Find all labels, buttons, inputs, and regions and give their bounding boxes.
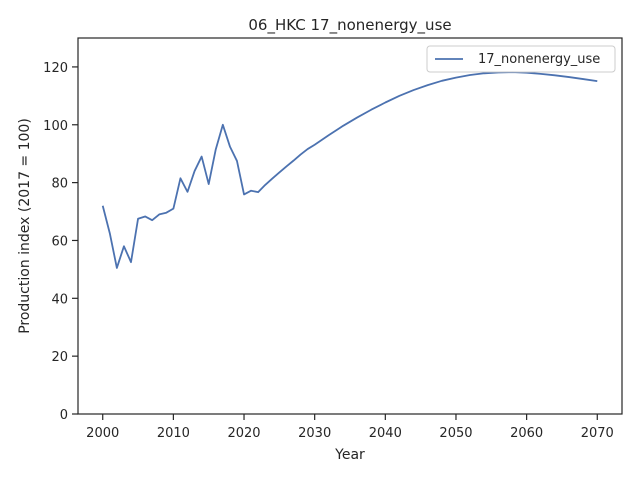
x-tick-label: 2040 xyxy=(369,426,402,441)
y-tick-label: 0 xyxy=(60,408,68,423)
y-tick-label: 80 xyxy=(51,177,68,192)
x-axis: 2000 2010 2020 2030 2040 2050 2060 2070 xyxy=(86,414,614,441)
x-tick-label: 2060 xyxy=(510,426,543,441)
legend-box xyxy=(426,45,616,73)
series-line xyxy=(101,71,598,269)
y-tick-label: 60 xyxy=(51,234,68,249)
plot-frame xyxy=(77,37,623,415)
y-axis-title: Production index (2017 = 100) xyxy=(17,118,33,334)
x-tick-label: 2020 xyxy=(227,426,260,441)
x-tick-label: 2010 xyxy=(157,426,190,441)
legend: 17_nonenergy_use xyxy=(426,45,616,73)
y-axis: 0 20 40 60 80 100 120 xyxy=(43,61,78,423)
y-tick-label: 100 xyxy=(43,119,68,134)
x-axis-title: Year xyxy=(334,447,365,463)
x-tick-label: 2030 xyxy=(298,426,331,441)
legend-label: 17_nonenergy_use xyxy=(478,52,600,67)
x-tick-label: 2000 xyxy=(86,426,119,441)
y-tick-label: 20 xyxy=(51,350,68,365)
series-layer xyxy=(101,71,598,269)
y-tick-label: 120 xyxy=(43,61,68,76)
x-tick-label: 2070 xyxy=(581,426,614,441)
chart-title: 06_HKC 17_nonenergy_use xyxy=(248,16,451,35)
y-tick-label: 40 xyxy=(51,292,68,307)
x-tick-label: 2050 xyxy=(439,426,472,441)
